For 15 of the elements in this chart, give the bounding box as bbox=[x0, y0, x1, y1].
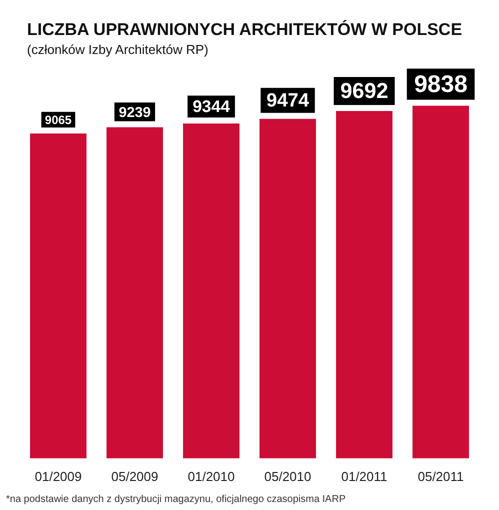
data-label: 9239 bbox=[118, 104, 151, 121]
data-label: 9344 bbox=[192, 97, 231, 116]
text: *na podstawie danych z dystrybucji magazynu, oficjalnego czasopisma IARP bbox=[6, 494, 346, 505]
data-label: 9474 bbox=[266, 90, 310, 112]
x-tick-label: 05/2011 bbox=[418, 468, 464, 484]
data-label: 9692 bbox=[340, 78, 388, 103]
x-tick-label: 05/2009 bbox=[111, 468, 158, 484]
chart-title: LICZBA UPRAWNIONYCH ARCHITEKTÓW W POLSCE bbox=[27, 20, 462, 40]
x-tick-label: 01/2011 bbox=[341, 468, 388, 484]
chart-subtitle: (członków Izby Architektów RP) bbox=[27, 42, 208, 57]
data-label: 9838 bbox=[414, 70, 468, 98]
x-tick-label: 05/2010 bbox=[264, 468, 312, 484]
x-tick-label: 01/2009 bbox=[34, 468, 82, 484]
x-tick-label: 01/2010 bbox=[188, 468, 235, 484]
data-label: 9065 bbox=[44, 113, 72, 128]
